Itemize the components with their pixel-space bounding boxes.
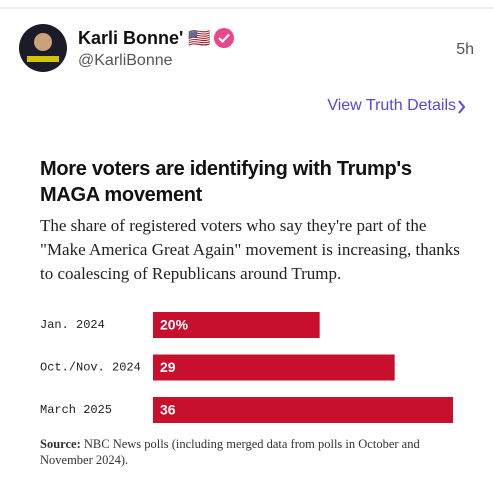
value-label: 29 <box>160 359 176 375</box>
avatar-face <box>34 33 52 51</box>
chart-title: More voters are identifying with Trump's… <box>40 158 412 206</box>
category-label: March 2025 <box>40 403 112 417</box>
verified-check <box>218 33 230 44</box>
chart-subtitle: The share of registered voters who say t… <box>40 216 460 283</box>
bar <box>153 312 320 338</box>
avatar-banner <box>27 56 59 62</box>
category-label: Jan. 2024 <box>40 318 105 332</box>
value-label: 36 <box>160 402 176 418</box>
chevron[interactable] <box>458 100 466 114</box>
value-label: 20% <box>160 317 189 333</box>
verified-badge <box>214 28 234 48</box>
category-label: Oct./Nov. 2024 <box>40 361 141 375</box>
bar <box>153 397 453 423</box>
post-time: 5h <box>456 41 474 58</box>
source-text: NBC News polls (including merged data fr… <box>40 437 420 467</box>
details-link[interactable]: View Truth Details <box>327 97 456 114</box>
source-label: Source: <box>40 437 81 451</box>
source-note: Source: NBC News polls (including merged… <box>40 436 460 468</box>
author-handle[interactable]: @KarliBonne <box>78 52 173 69</box>
bar <box>153 354 395 381</box>
author-name[interactable]: Karli Bonne' 🇺🇸 <box>78 28 211 48</box>
